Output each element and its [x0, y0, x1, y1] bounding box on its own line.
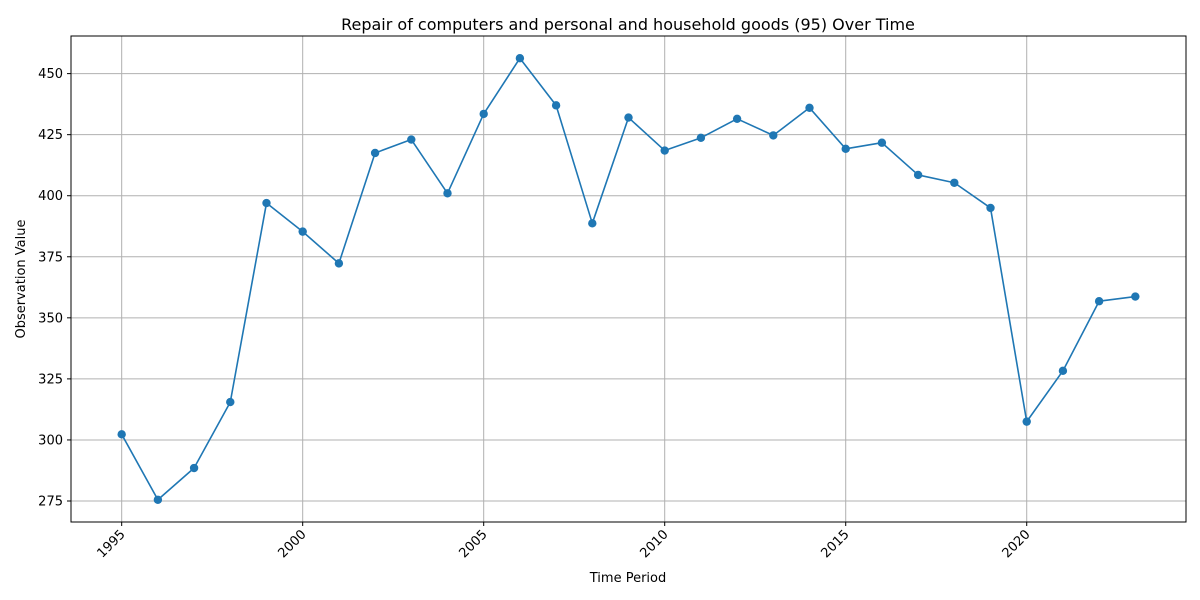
y-tick-label: 325 — [38, 372, 63, 387]
data-point — [732, 114, 742, 123]
data-point — [950, 178, 959, 187]
data-point — [841, 144, 850, 154]
data-point — [1022, 417, 1031, 426]
x-tick-label: 2020 — [1000, 527, 1034, 561]
chart-title: Repair of computers and personal and hou… — [341, 15, 915, 34]
data-point — [515, 54, 525, 63]
x-tick-label: 2005 — [457, 527, 491, 561]
data-point — [1058, 366, 1068, 376]
x-tick-label: 2015 — [819, 527, 853, 561]
data-point — [551, 101, 561, 110]
data-point — [226, 397, 235, 407]
data-point — [443, 189, 452, 198]
y-tick-label: 350 — [38, 311, 63, 326]
data-point — [913, 170, 923, 180]
data-point — [407, 135, 416, 144]
data-point — [1094, 297, 1104, 306]
series — [117, 54, 1140, 504]
x-tick-label: 2010 — [638, 527, 672, 561]
y-tick-label: 275 — [38, 494, 63, 509]
x-tick-label: 2000 — [276, 527, 310, 561]
y-tick-label: 450 — [38, 67, 63, 82]
data-point — [479, 109, 488, 119]
data-point — [189, 463, 199, 473]
x-tick-label: 1995 — [95, 527, 129, 561]
data-point — [153, 495, 163, 504]
y-axis-label: Observation Value — [14, 220, 29, 339]
data-point — [262, 198, 271, 208]
data-point — [696, 133, 706, 143]
data-point — [370, 148, 380, 158]
data-point — [769, 131, 778, 140]
data-point — [986, 203, 995, 213]
data-point — [805, 103, 814, 113]
data-point — [588, 219, 597, 228]
data-point — [1131, 292, 1140, 301]
y-tick-label: 300 — [38, 433, 63, 448]
y-tick-label: 375 — [38, 250, 63, 265]
data-point — [624, 113, 633, 122]
x-axis-label: Time Period — [589, 571, 666, 586]
data-point — [877, 138, 887, 147]
y-tick-label: 425 — [38, 128, 63, 143]
data-point — [117, 430, 126, 439]
data-point — [334, 259, 344, 268]
data-point — [298, 227, 307, 236]
data-point — [660, 146, 669, 155]
grid — [71, 36, 1186, 522]
y-axis-ticks: 275 300 325 350 375 400 425 450 — [38, 67, 71, 509]
plot-area-frame — [70, 35, 1187, 523]
x-axis-ticks: 1995 2000 2005 2010 2015 2020 — [95, 522, 1034, 561]
series-line — [120, 57, 1136, 501]
y-tick-label: 400 — [38, 189, 63, 204]
